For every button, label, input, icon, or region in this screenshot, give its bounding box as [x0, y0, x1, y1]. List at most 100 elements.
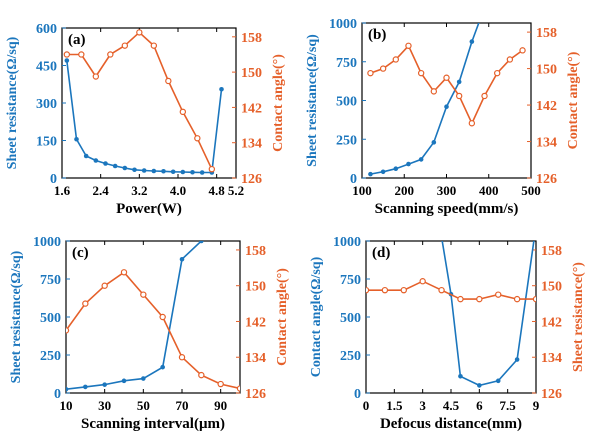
data-point	[406, 161, 411, 167]
plot-frame	[361, 22, 532, 179]
data-point	[437, 224, 442, 229]
series-line	[66, 31, 213, 170]
right-tick-label: 150	[536, 63, 557, 78]
data-point	[66, 386, 69, 392]
right-tick-label: 150	[541, 280, 562, 295]
series-line	[366, 280, 536, 300]
data-point	[208, 165, 216, 173]
data-point	[107, 51, 114, 58]
right-tick-label: 134	[536, 136, 557, 151]
data-point	[160, 364, 165, 370]
data-point	[219, 86, 224, 92]
right-tick-label: 134	[241, 137, 262, 152]
left-tick-label: 1000	[329, 17, 357, 32]
right-tick-label: 126	[536, 172, 557, 187]
data-point	[443, 74, 450, 81]
left-tick-label: 1000	[33, 235, 61, 250]
data-point	[379, 65, 387, 72]
plot-frame	[65, 240, 241, 394]
x-axis-label: Scanning speed(mm/s)	[375, 201, 519, 217]
right-tick-label: 126	[241, 172, 262, 187]
data-point	[170, 169, 176, 175]
right-tick-label: 150	[241, 66, 262, 81]
series-right	[66, 269, 240, 392]
data-point	[83, 384, 88, 390]
data-point	[165, 77, 172, 85]
x-tick-label: 100	[352, 183, 372, 198]
series-line	[66, 60, 223, 174]
series-line	[66, 271, 240, 390]
data-point	[92, 73, 100, 80]
data-point	[78, 51, 85, 58]
data-point	[430, 88, 438, 95]
x-tick-label: 0	[363, 398, 370, 413]
series-left	[368, 5, 487, 177]
series-right	[366, 278, 536, 303]
series-line	[66, 241, 202, 390]
data-point	[179, 108, 187, 116]
left-axis-label: Sheet resistance(Ω/sq)	[5, 36, 20, 169]
data-point	[514, 357, 520, 362]
data-point	[217, 380, 224, 388]
left-tick-label: 300	[36, 97, 57, 112]
right-tick-label: 142	[536, 99, 557, 114]
left-tick-label: 750	[40, 273, 61, 288]
right-tick-label: 158	[536, 26, 557, 41]
data-point	[140, 291, 147, 298]
right-tick-label: 142	[541, 315, 562, 330]
x-axis-label: Defocus distance(mm)	[380, 416, 522, 432]
data-point	[159, 313, 166, 321]
left-tick-label: 450	[36, 60, 57, 75]
x-tick-label: 300	[437, 183, 457, 198]
data-point	[63, 51, 71, 58]
data-point	[150, 42, 158, 49]
data-point	[236, 385, 240, 392]
x-tick-label: 30	[98, 398, 111, 413]
data-point	[66, 327, 70, 334]
x-axis-label: Power(W)	[116, 201, 182, 217]
data-point	[141, 168, 147, 173]
data-point	[455, 92, 463, 100]
right-tick-label: 158	[541, 244, 562, 259]
data-point	[74, 136, 79, 142]
data-point	[121, 42, 129, 49]
right-tick-label: 142	[245, 315, 266, 330]
series-left	[64, 58, 224, 175]
right-axis-label: Contact angle(°)	[271, 54, 286, 152]
panel-label: (a)	[68, 32, 86, 48]
x-tick-label: 90	[214, 398, 227, 413]
data-point	[519, 47, 526, 54]
data-point	[506, 56, 514, 63]
data-point	[161, 168, 166, 174]
x-tick-label: 9	[533, 398, 540, 413]
data-point	[179, 256, 185, 262]
left-tick-label: 0	[350, 172, 357, 187]
x-tick-label: 2.4	[93, 183, 110, 198]
panel-label: (b)	[368, 27, 386, 43]
data-point	[532, 295, 536, 303]
data-point	[194, 135, 201, 142]
x-tick-label: 7.5	[500, 398, 517, 413]
left-tick-label: 750	[336, 56, 357, 71]
series-line	[370, 44, 523, 126]
data-point	[418, 157, 424, 162]
data-point	[190, 169, 195, 175]
series-right	[367, 42, 526, 127]
data-point	[458, 373, 463, 379]
x-tick-label: 200	[395, 183, 415, 198]
x-tick-label: 4.5	[443, 398, 460, 413]
x-tick-label: 400	[479, 183, 499, 198]
data-point	[368, 171, 373, 177]
series-line	[370, 23, 480, 175]
data-point	[438, 286, 445, 294]
data-point	[482, 5, 487, 10]
data-point	[417, 69, 425, 77]
x-tick-label: 6	[476, 398, 483, 413]
series-left	[437, 224, 535, 388]
x-tick-label: 5.2	[228, 183, 244, 198]
right-tick-label: 150	[245, 280, 266, 295]
right-tick-label: 134	[541, 351, 562, 366]
x-tick-label: 70	[176, 398, 189, 413]
left-tick-label: 0	[354, 387, 361, 402]
data-point	[393, 166, 399, 171]
